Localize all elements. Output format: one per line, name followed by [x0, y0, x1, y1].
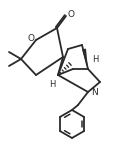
Text: H: H: [92, 55, 98, 64]
Text: N: N: [91, 87, 97, 96]
Text: O: O: [67, 10, 75, 19]
Polygon shape: [82, 49, 88, 69]
Text: H: H: [49, 80, 55, 88]
Text: O: O: [27, 34, 35, 42]
